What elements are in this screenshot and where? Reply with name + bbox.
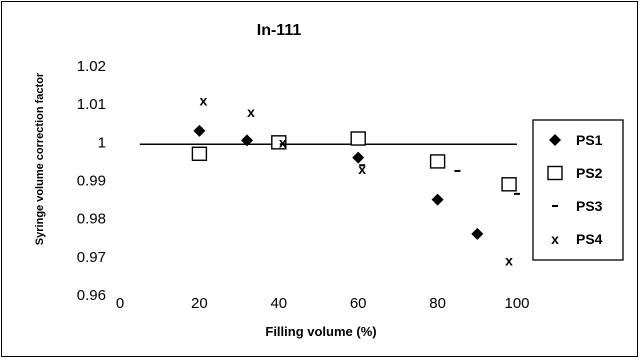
- plot-area: 0.96 0.97 0.98 0.99 1 1.01 1.02 0 20 40 60 80 100 x x x…: [77, 58, 530, 312]
- y-tick-label: 0.98: [77, 211, 106, 228]
- chart-title: In-111: [257, 22, 302, 39]
- y-tick-label: 0.99: [77, 173, 106, 190]
- x-tick-label: 60: [350, 295, 367, 312]
- x-axis-label: Filling volume (%): [265, 324, 376, 339]
- data-point-ps2: [429, 154, 446, 169]
- data-point-ps1: [471, 227, 484, 240]
- y-tick-label: 1.01: [77, 96, 106, 113]
- legend-marker-ps2: [547, 165, 563, 181]
- x-tick-label: 100: [504, 295, 529, 312]
- y-tick-label: 1: [98, 134, 106, 151]
- data-point-ps4: x: [505, 253, 513, 269]
- y-tick-label: 0.97: [77, 249, 106, 266]
- data-point-ps2: [350, 131, 366, 146]
- legend-label-ps4: PS4: [576, 231, 603, 247]
- y-axis-label: Syringe volume correction factor: [34, 72, 46, 245]
- data-point-ps2: [271, 135, 287, 150]
- legend-box: [532, 119, 624, 261]
- data-point-ps4: x: [279, 134, 287, 150]
- legend-marker-ps1: [549, 134, 561, 146]
- data-point-ps1: [193, 124, 206, 137]
- data-point-ps4: x: [247, 104, 255, 120]
- legend-label-ps2: PS2: [576, 165, 603, 181]
- legend: PS1 PS2 PS3 x PS4: [532, 119, 624, 261]
- data-point-ps4: x: [358, 161, 366, 177]
- data-point-ps2: [191, 146, 208, 161]
- x-tick-label: 0: [116, 295, 124, 312]
- legend-label-ps1: PS1: [576, 132, 603, 148]
- data-point-ps1: [241, 134, 254, 147]
- y-tick-label: 1.02: [77, 58, 106, 75]
- data-point-ps1: [352, 151, 365, 164]
- x-tick-label: 20: [191, 295, 208, 312]
- data-point-ps1: [431, 193, 444, 206]
- x-tick-label: 40: [270, 295, 287, 312]
- legend-label-ps3: PS3: [576, 198, 603, 214]
- data-point-ps2: [501, 177, 517, 192]
- data-point-ps4: x: [199, 92, 207, 108]
- legend-marker-ps4: x: [551, 231, 559, 247]
- x-tick-label: 80: [429, 295, 446, 312]
- y-tick-label: 0.96: [77, 287, 106, 304]
